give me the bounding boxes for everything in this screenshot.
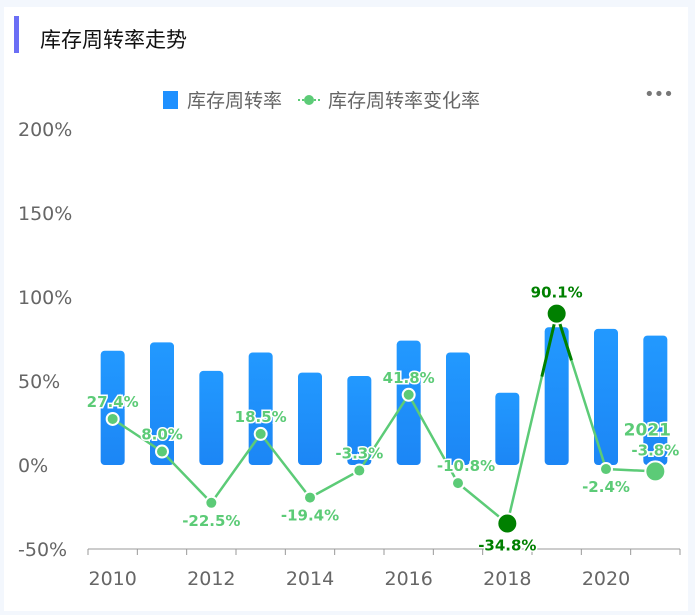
data-label: -22.5%: [182, 512, 240, 530]
data-label: -10.8%: [437, 457, 495, 475]
data-label: -34.8%: [478, 536, 536, 554]
line-point: [451, 476, 465, 491]
data-label: 41.8%: [383, 369, 435, 387]
y-tick-label: 200%: [18, 119, 72, 141]
bar: [643, 335, 668, 465]
chart-legend: 库存周转率 库存周转率变化率: [163, 86, 480, 113]
page-title: 库存周转率走势: [40, 28, 187, 52]
line-point: [599, 462, 613, 477]
line-point: [155, 444, 169, 459]
x-tick-label: 2010: [88, 568, 136, 590]
bar: [347, 375, 372, 465]
line-point: [352, 463, 367, 478]
bar: [544, 327, 569, 465]
last-point-label: 2021: [624, 420, 671, 440]
bar: [100, 350, 125, 465]
y-tick-label: 50%: [18, 371, 60, 393]
line-series: [111, 308, 656, 526]
legend-line-swatch: [298, 94, 321, 106]
x-tick-label: 2014: [286, 568, 334, 590]
bar: [396, 340, 421, 465]
data-label: 27.4%: [87, 393, 139, 411]
line-point: [496, 512, 519, 535]
y-tick-label: 100%: [18, 287, 72, 309]
data-label: -2.4%: [582, 478, 630, 496]
bar: [199, 370, 224, 465]
chart-card: [4, 7, 688, 611]
x-tick-label: 2018: [483, 568, 531, 590]
data-label: -3.8%: [631, 441, 679, 459]
data-label: 90.1%: [531, 284, 583, 302]
data-label: -3.3%: [335, 445, 383, 463]
legend-item-line[interactable]: 库存周转率变化率: [328, 90, 481, 112]
legend-bar-swatch: [163, 90, 178, 109]
bar: [594, 328, 618, 465]
line-point: [253, 426, 268, 441]
bar: [298, 372, 322, 465]
bar: [150, 342, 174, 465]
bar: [495, 392, 520, 465]
title-accent-bar: [14, 16, 19, 53]
data-label: -19.4%: [281, 507, 339, 525]
x-tick-label: 2012: [187, 568, 235, 590]
line-point: [105, 411, 120, 426]
line-point: [401, 387, 416, 402]
data-label: 18.5%: [235, 408, 287, 426]
x-tick-label: 2020: [582, 568, 630, 590]
data-label: 8.0%: [141, 426, 183, 444]
line-point: [303, 490, 317, 505]
line-point: [204, 495, 219, 510]
y-tick-label: -50%: [18, 539, 67, 561]
x-tick-label: 2016: [384, 568, 432, 590]
line-point: [545, 302, 568, 325]
legend-item-bar[interactable]: 库存周转率: [187, 90, 283, 112]
bar: [446, 352, 470, 465]
line-point: [644, 460, 667, 483]
y-tick-label: 150%: [18, 203, 72, 225]
more-options-icon[interactable]: •••: [644, 84, 674, 105]
y-tick-label: 0%: [18, 455, 48, 477]
